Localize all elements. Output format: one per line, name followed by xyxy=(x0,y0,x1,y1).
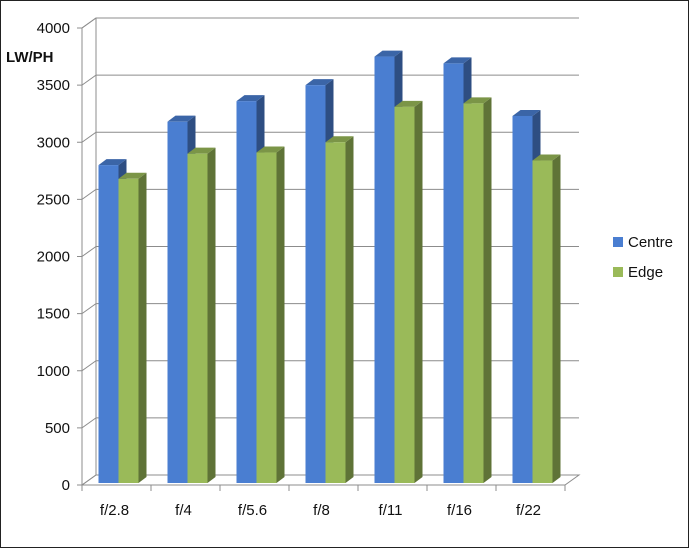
bar-top xyxy=(394,100,423,107)
bar-front xyxy=(236,101,257,484)
y-tick-label: 500 xyxy=(45,420,70,437)
bar-top xyxy=(167,115,196,122)
bar-top xyxy=(305,79,334,86)
y-tick-label: 0 xyxy=(62,477,70,494)
y-tick-label: 1500 xyxy=(37,306,70,323)
x-tick-label: f/22 xyxy=(516,502,541,519)
bar-front xyxy=(305,85,326,483)
bar-edge-f/16 xyxy=(463,97,492,483)
bar-edge-f/5.6 xyxy=(256,146,285,483)
y-tick-label: 3000 xyxy=(37,134,70,151)
bar-front xyxy=(256,152,277,483)
bar-edge-f/4 xyxy=(187,147,216,484)
y-tick-label: 1000 xyxy=(37,363,70,380)
bar-front xyxy=(532,160,553,483)
y-tick-labels: 0 500 1000 1500 2000 2500 3000 3500 4000 xyxy=(37,20,70,494)
x-tick-label: f/11 xyxy=(379,502,403,519)
x-tick-label: f/16 xyxy=(447,502,472,519)
legend: Centre Edge xyxy=(613,234,673,281)
gridline xyxy=(81,74,579,86)
legend-swatch-centre xyxy=(613,237,623,247)
bar-top xyxy=(532,154,561,161)
gridline xyxy=(81,17,579,29)
x-tick-labels: f/2.8 f/4 f/5.6 f/8 f/11 f/16 f/22 xyxy=(100,502,541,519)
bar-edge-f/22 xyxy=(532,154,561,483)
legend-label-centre: Centre xyxy=(628,234,673,251)
bar-side xyxy=(207,147,216,484)
bar-top xyxy=(463,97,492,104)
bar-front xyxy=(374,56,395,483)
bar-edge-f/8 xyxy=(325,136,354,483)
bar-edge-f/2.8 xyxy=(118,172,147,483)
bar-side xyxy=(276,146,285,483)
bar-front xyxy=(443,63,464,483)
bar-top xyxy=(325,136,354,143)
bar-side xyxy=(414,100,423,484)
bar-top xyxy=(443,57,472,64)
bars xyxy=(98,50,561,484)
y-tick-label: 2500 xyxy=(37,191,70,208)
y-axis-label: LW/PH xyxy=(6,49,54,66)
x-tick-label: f/4 xyxy=(175,502,192,519)
bar-top xyxy=(187,147,216,154)
y-tick-label: 2000 xyxy=(37,249,70,266)
bar-top xyxy=(512,109,541,116)
bar-side xyxy=(138,172,147,483)
legend-label-edge: Edge xyxy=(628,264,663,281)
bar-front xyxy=(187,153,208,484)
bar-top xyxy=(374,50,403,57)
y-tick-label: 3500 xyxy=(37,77,70,94)
x-tick-label: f/5.6 xyxy=(238,502,267,519)
bar-front xyxy=(167,121,188,483)
bar-side xyxy=(483,97,492,483)
legend-swatch-edge xyxy=(613,267,623,277)
bar-side xyxy=(552,154,561,483)
bar-front xyxy=(98,165,119,483)
bar-front xyxy=(118,178,139,483)
bar-top xyxy=(256,146,285,153)
bar-edge-f/11 xyxy=(394,100,423,484)
bar-side xyxy=(345,136,354,483)
x-tick-label: f/2.8 xyxy=(100,502,129,519)
bar-front xyxy=(512,115,533,483)
bar-top xyxy=(98,159,127,166)
x-tick-label: f/8 xyxy=(313,502,330,519)
bar-top xyxy=(236,95,265,102)
bar-top xyxy=(118,172,147,179)
bar-front xyxy=(394,106,415,484)
floor xyxy=(80,474,581,486)
bar-front xyxy=(463,103,484,483)
y-tick-label: 4000 xyxy=(37,20,70,37)
bar-front xyxy=(325,142,346,483)
